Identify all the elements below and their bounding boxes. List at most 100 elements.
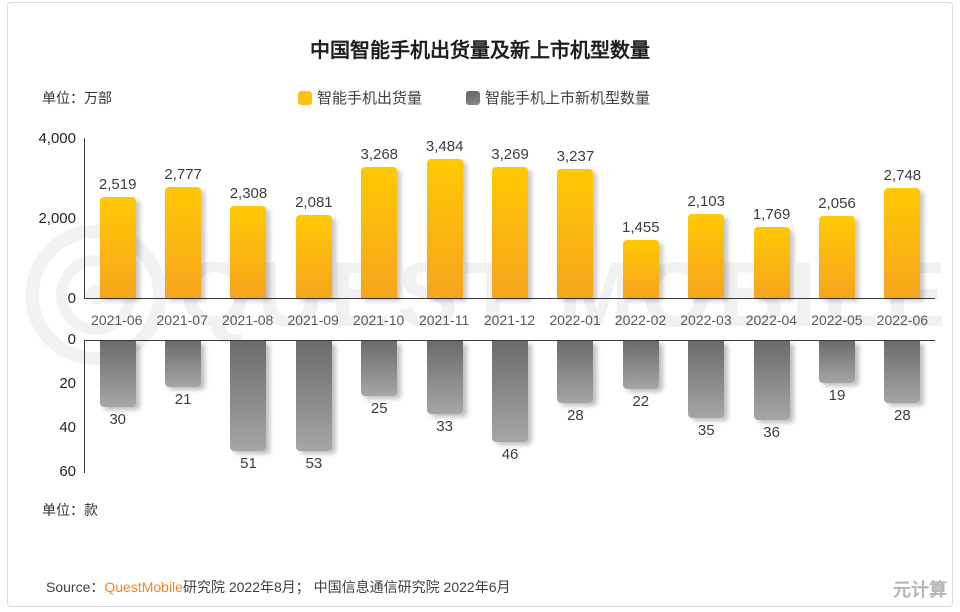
bar-value-label: 3,268 <box>360 146 399 163</box>
bar-shipments <box>818 216 855 298</box>
x-axis-label: 2022-06 <box>876 312 929 328</box>
bar-value-label: 30 <box>109 411 127 428</box>
bar-value-label: 2,748 <box>883 167 922 184</box>
bar-slot-new-models-2022-03: 35 <box>674 341 739 473</box>
x-axis-label: 2021-07 <box>156 312 208 328</box>
bar-value-label: 3,237 <box>556 148 595 165</box>
x-axis-label: 2022-02 <box>614 312 667 328</box>
bar-slot-shipments-2021-07: 2,777 <box>150 138 215 298</box>
bar-value-label: 25 <box>370 400 388 417</box>
bar-slot-shipments-2021-08: 2,308 <box>216 138 281 298</box>
bar-new-models <box>230 341 267 451</box>
bar-slot-new-models-2021-12: 46 <box>477 341 542 473</box>
source-rest: 研究院 2022年8月； 中国信息通信研究院 2022年6月 <box>182 579 511 595</box>
bar-value-label: 46 <box>501 446 519 463</box>
bar-slot-shipments-2021-06: 2,519 <box>85 138 150 298</box>
legend: 智能手机出货量 智能手机上市新机型数量 <box>298 87 650 108</box>
bar-shipments <box>361 167 398 298</box>
top-chart-plot: 2,519 2,777 2,308 2,081 3,268 3,484 3,269 3,237… <box>84 138 935 299</box>
bar-slot-new-models-2022-01: 28 <box>543 341 608 473</box>
bar-value-label: 36 <box>763 424 780 441</box>
bar-value-label: 35 <box>697 422 715 439</box>
bar-value-label: 3,269 <box>491 146 529 163</box>
x-axis-label: 2022-05 <box>811 312 863 328</box>
bottom-y-tick-label: 20 <box>59 375 76 392</box>
bar-shipments <box>295 215 332 298</box>
bar-slot-shipments-2021-11: 3,484 <box>412 138 477 298</box>
bar-new-models <box>99 341 136 407</box>
bar-value-label: 1,455 <box>622 219 660 236</box>
bar-new-models <box>884 341 921 403</box>
bar-value-label: 33 <box>436 418 453 435</box>
x-axis-label: 2021-06 <box>91 312 143 328</box>
top-y-tick-label: 0 <box>67 290 76 307</box>
top-y-tick-label: 2,000 <box>38 210 76 227</box>
legend-item-shipments: 智能手机出货量 <box>298 87 422 108</box>
bar-value-label: 2,519 <box>98 176 137 193</box>
bar-shipments <box>99 197 136 298</box>
bar-shipments <box>426 159 463 298</box>
x-axis-label: 2022-04 <box>745 312 798 328</box>
chart-title: 中国智能手机出货量及新上市机型数量 <box>310 40 650 62</box>
bar-new-models <box>165 341 202 387</box>
bar-new-models <box>753 341 790 420</box>
legend-label-shipments: 智能手机出货量 <box>317 90 423 107</box>
bar-shipments <box>753 227 790 298</box>
x-axis-label: 2021-10 <box>352 312 405 328</box>
bar-value-label: 1,769 <box>752 206 791 223</box>
unit-label-bottom: 单位：款 <box>42 502 98 518</box>
x-axis-label: 2022-03 <box>680 312 732 328</box>
bar-slot-new-models-2021-10: 25 <box>347 341 412 473</box>
x-axis-label: 2021-08 <box>221 312 274 328</box>
x-axis-label: 2021-11 <box>418 312 470 328</box>
bottom-chart-plot: 30 21 51 53 25 33 46 28 22 35 36 19 28 <box>84 340 935 473</box>
bar-value-label: 2,056 <box>818 195 856 212</box>
unit-label-top: 单位：万部 <box>42 90 112 106</box>
bar-new-models <box>426 341 463 414</box>
bar-value-label: 2,308 <box>229 185 268 202</box>
bar-slot-shipments-2021-12: 3,269 <box>477 138 542 298</box>
bar-slot-new-models-2022-02: 22 <box>608 341 673 473</box>
bar-slot-new-models-2022-04: 36 <box>739 341 804 473</box>
legend-item-new-models: 智能手机上市新机型数量 <box>466 87 650 108</box>
bar-slot-shipments-2022-02: 1,455 <box>608 138 673 298</box>
bar-value-label: 2,081 <box>295 194 333 211</box>
bar-slot-new-models-2021-09: 53 <box>281 341 346 473</box>
bar-new-models <box>818 341 855 383</box>
bar-slot-new-models-2022-06: 28 <box>870 341 935 473</box>
top-y-tick-label: 4,000 <box>38 130 76 147</box>
source-brand: QuestMobile <box>104 579 183 595</box>
bar-value-label: 2,777 <box>164 166 202 183</box>
bar-shipments <box>492 167 529 298</box>
bar-new-models <box>492 341 529 442</box>
bar-slot-shipments-2022-05: 2,056 <box>804 138 869 298</box>
bar-value-label: 28 <box>567 407 584 424</box>
bar-value-label: 53 <box>305 455 323 472</box>
x-axis-label: 2022-01 <box>549 312 601 328</box>
bar-slot-shipments-2021-10: 3,268 <box>347 138 412 298</box>
x-axis-label: 2021-09 <box>287 312 339 328</box>
bar-slot-new-models-2021-08: 51 <box>216 341 281 473</box>
bar-new-models <box>557 341 594 403</box>
bar-shipments <box>622 240 659 298</box>
x-axis-label: 2021-12 <box>483 312 536 328</box>
bar-value-label: 2,103 <box>687 193 725 210</box>
bar-value-label: 21 <box>174 391 192 408</box>
bar-shipments <box>557 169 594 298</box>
bar-value-label: 22 <box>632 393 650 410</box>
bar-value-label: 51 <box>240 455 257 472</box>
bar-new-models <box>295 341 332 451</box>
bar-new-models <box>622 341 659 389</box>
legend-swatch-new-models <box>466 90 481 105</box>
bar-slot-shipments-2022-01: 3,237 <box>543 138 608 298</box>
bar-slot-shipments-2021-09: 2,081 <box>281 138 346 298</box>
bar-slot-new-models-2021-07: 21 <box>150 341 215 473</box>
bar-slot-shipments-2022-06: 2,748 <box>870 138 935 298</box>
bar-shipments <box>884 188 921 298</box>
x-axis-labels: 2021-06 2021-07 2021-08 2021-09 2021-10 2021-… <box>84 311 935 329</box>
bar-slot-shipments-2022-03: 2,103 <box>674 138 739 298</box>
bar-value-label: 3,484 <box>425 138 464 155</box>
bar-shipments <box>688 214 725 298</box>
bar-slot-shipments-2022-04: 1,769 <box>739 138 804 298</box>
